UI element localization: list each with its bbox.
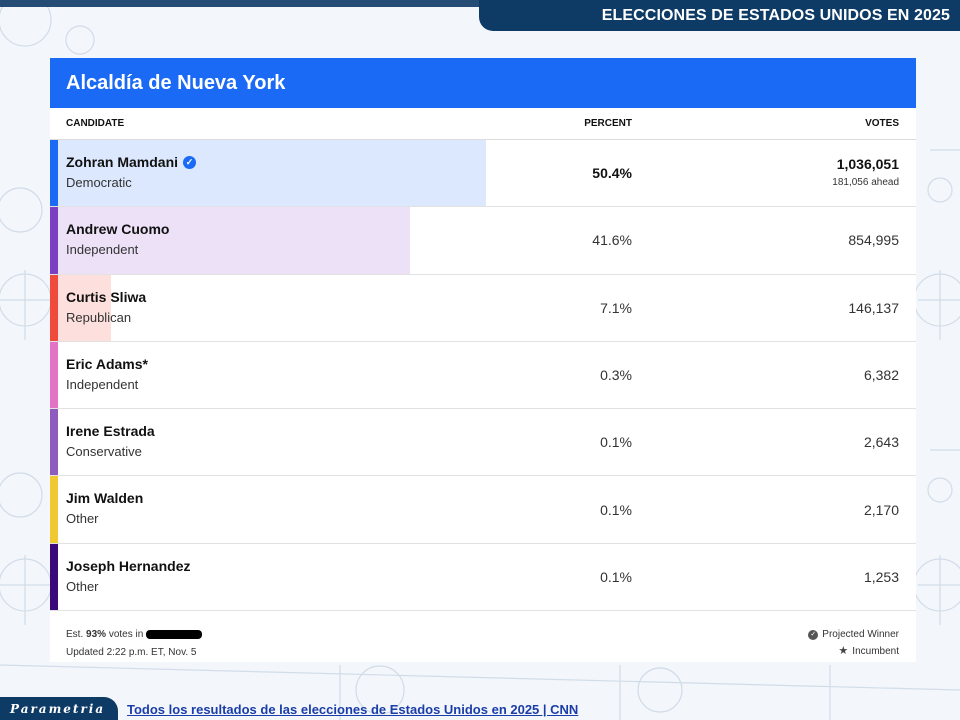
candidate-percent: 41.6% [592, 232, 632, 249]
est-prefix: Est. [66, 629, 84, 640]
top-left-strip [0, 0, 479, 7]
candidate-percent: 50.4% [592, 165, 632, 182]
winner-check-icon: ✓ [183, 155, 197, 169]
candidate-party: Republican [66, 309, 132, 325]
candidate-percent: 0.1% [600, 434, 632, 451]
page-title: ELECCIONES DE ESTADOS UNIDOS EN 2025 [601, 6, 950, 24]
candidate-votes: 854,995 [848, 232, 899, 249]
votes-ahead: 181,056 ahead [832, 177, 899, 188]
legend-projected-winner: Projected Winner [822, 629, 899, 640]
candidate-votes: 1,036,051 [836, 156, 899, 172]
votes-reporting: Est. 93% votes in [66, 626, 203, 644]
candidate-name: Andrew Cuomo [66, 221, 170, 238]
party-color-stripe [50, 476, 58, 543]
candidate-row: Irene Estrada Conservative 0.1% 2,643 [50, 409, 916, 477]
candidate-row: Joseph Hernandez Other 0.1% 1,253 [50, 543, 916, 612]
candidate-name: Irene Estrada [66, 423, 155, 440]
candidate-party: Independent [66, 376, 139, 392]
card-footer: Est. 93% votes in Updated 2:22 p.m. ET, … [50, 611, 916, 662]
redacted-mark [146, 629, 203, 639]
cnn-results-link[interactable]: Todos los resultados de las elecciones d… [127, 702, 579, 717]
candidate-name: Eric Adams* [66, 355, 148, 372]
top-header-bar: ELECCIONES DE ESTADOS UNIDOS EN 2025 [479, 0, 960, 31]
column-header-candidate: CANDIDATE [66, 118, 125, 129]
candidate-row: Curtis Sliwa Republican 7.1% 146,137 [50, 274, 916, 342]
party-color-stripe [50, 341, 58, 409]
check-circle-icon: ✓ [808, 629, 819, 640]
candidate-party: Other [66, 578, 99, 594]
party-color-stripe [50, 274, 58, 341]
candidate-votes: 1,253 [863, 568, 899, 585]
candidate-votes: 146,137 [848, 299, 899, 316]
party-color-stripe [50, 140, 58, 207]
candidate-name: Joseph Hernandez [66, 557, 191, 574]
candidate-party: Democratic [66, 175, 132, 190]
candidate-row: Jim Walden Other 0.1% 2,170 [50, 476, 916, 544]
candidate-percent: 0.3% [600, 367, 632, 384]
candidate-votes: 2,170 [863, 501, 899, 518]
candidate-party: Other [66, 511, 99, 527]
candidate-party: Independent [66, 242, 139, 258]
share-bar [50, 274, 111, 341]
share-bar [50, 140, 486, 207]
column-header-row: CANDIDATE PERCENT VOTES [50, 108, 916, 140]
candidate-votes: 6,382 [863, 367, 899, 384]
parametria-logo: Parametria [0, 697, 118, 720]
candidate-name: Curtis Sliwa [66, 288, 147, 305]
candidate-name: Jim Walden [66, 490, 144, 507]
race-title: Alcaldía de Nueva York [66, 71, 286, 94]
party-color-stripe [50, 543, 58, 611]
card-header: Alcaldía de Nueva York [50, 58, 916, 108]
candidate-name: Zohran Mamdani [66, 154, 179, 170]
logo-text: Parametria [10, 701, 106, 716]
results-card: Alcaldía de Nueva York CANDIDATE PERCENT… [50, 58, 916, 662]
updated-timestamp: Updated 2:22 p.m. ET, Nov. 5 [66, 647, 197, 658]
candidate-votes: 2,643 [863, 434, 899, 451]
column-header-percent: PERCENT [584, 118, 632, 129]
candidate-percent: 0.1% [600, 568, 632, 585]
candidate-percent: 0.1% [600, 501, 632, 518]
share-bar [50, 207, 410, 274]
candidate-row: Eric Adams* Independent 0.3% 6,382 [50, 341, 916, 410]
party-color-stripe [50, 207, 58, 274]
candidate-row: Andrew Cuomo Independent 41.6% 854,995 [50, 207, 916, 275]
results-table: Zohran Mamdani ✓ Democratic 50.4% 1,036,0… [50, 140, 916, 612]
candidate-row: Zohran Mamdani ✓ Democratic 50.4% 1,036,0… [50, 140, 916, 208]
est-percent: 93% [86, 629, 107, 640]
candidate-party: Conservative [66, 444, 142, 460]
candidate-percent: 7.1% [600, 299, 632, 316]
column-header-votes: VOTES [865, 118, 899, 129]
legend-incumbent: Incumbent [852, 646, 899, 657]
est-suffix: votes in [108, 629, 144, 640]
party-color-stripe [50, 409, 58, 476]
star-icon: ★ [838, 645, 849, 657]
